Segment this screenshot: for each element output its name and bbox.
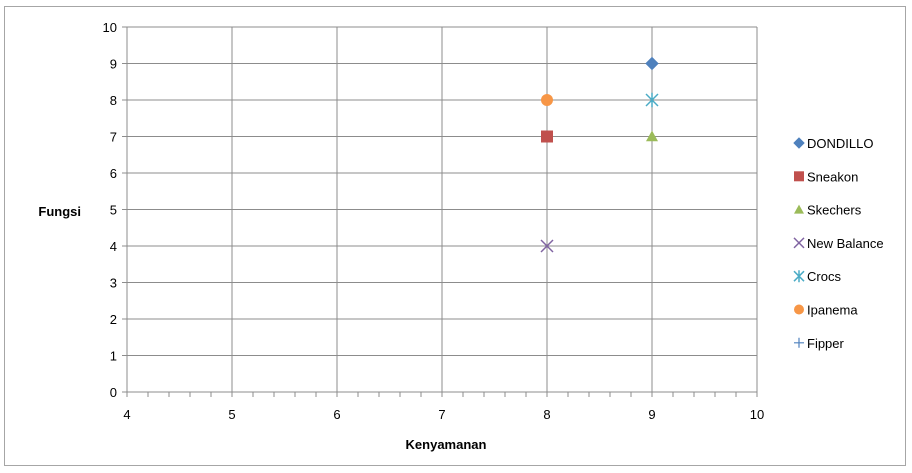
legend-item-fipper: Fipper bbox=[794, 336, 845, 351]
marker-circle bbox=[794, 304, 804, 315]
legend-label: Fipper bbox=[807, 336, 845, 351]
x-tick-label: 6 bbox=[333, 407, 340, 422]
x-tick-label: 5 bbox=[228, 407, 235, 422]
tick-labels: 0 1 2 3 4 5 6 7 8 9 10 4 5 6 7 8 9 10 bbox=[103, 20, 765, 422]
y-tick-label: 1 bbox=[110, 349, 117, 364]
marker-circle bbox=[541, 94, 553, 106]
y-tick-label: 4 bbox=[110, 239, 117, 254]
x-tick-label: 4 bbox=[123, 407, 130, 422]
legend: DONDILLO Sneakon Skechers New Balance Crocs I… bbox=[793, 136, 884, 351]
legend-item-dondillo: DONDILLO bbox=[793, 136, 873, 151]
y-axis-title: Fungsi bbox=[38, 204, 81, 219]
legend-item-ipanema: Ipanema bbox=[794, 303, 858, 318]
legend-item-new-balance: New Balance bbox=[793, 236, 884, 251]
legend-label: DONDILLO bbox=[807, 136, 873, 151]
data-point-sneakon bbox=[541, 130, 553, 143]
y-tick-label: 3 bbox=[110, 276, 117, 291]
data-point-skechers bbox=[646, 130, 658, 142]
legend-label: New Balance bbox=[807, 236, 884, 251]
axes bbox=[122, 26, 758, 397]
marker-star bbox=[793, 270, 805, 283]
marker-star bbox=[645, 92, 659, 108]
x-tick-label: 10 bbox=[750, 407, 764, 422]
data-point-dondillo bbox=[645, 56, 659, 71]
y-tick-label: 7 bbox=[110, 130, 117, 145]
marker-x bbox=[793, 237, 805, 249]
legend-item-sneakon: Sneakon bbox=[794, 169, 858, 184]
data-point-new-balance bbox=[540, 239, 554, 253]
y-tick-label: 6 bbox=[110, 166, 117, 181]
data-point-crocs bbox=[645, 92, 659, 108]
y-tick-label: 8 bbox=[110, 93, 117, 108]
gridlines bbox=[127, 26, 758, 392]
marker-x bbox=[540, 239, 554, 253]
legend-label: Crocs bbox=[807, 269, 841, 284]
x-tick-label: 9 bbox=[648, 407, 655, 422]
y-tick-label: 10 bbox=[103, 20, 117, 35]
chart-area bbox=[4, 6, 906, 466]
marker-diamond bbox=[793, 137, 805, 149]
legend-label: Sneakon bbox=[807, 169, 858, 184]
x-tick-label: 7 bbox=[438, 407, 445, 422]
legend-label: Skechers bbox=[807, 203, 862, 218]
y-tick-label: 2 bbox=[110, 312, 117, 327]
marker-square bbox=[794, 171, 804, 182]
legend-item-crocs: Crocs bbox=[793, 269, 841, 284]
marker-diamond bbox=[645, 56, 659, 71]
marker-triangle bbox=[646, 130, 658, 142]
x-tick-label: 8 bbox=[543, 407, 550, 422]
marker-triangle bbox=[794, 204, 804, 214]
data-point-ipanema bbox=[541, 94, 553, 106]
y-tick-label: 0 bbox=[110, 385, 117, 400]
legend-label: Ipanema bbox=[807, 303, 858, 318]
marker-square bbox=[541, 130, 553, 143]
y-tick-label: 5 bbox=[110, 203, 117, 218]
legend-item-skechers: Skechers bbox=[794, 203, 862, 218]
marker-plus bbox=[794, 337, 804, 348]
data-points bbox=[540, 56, 659, 253]
y-tick-label: 9 bbox=[110, 57, 117, 72]
x-axis-title: Kenyamanan bbox=[406, 437, 487, 452]
